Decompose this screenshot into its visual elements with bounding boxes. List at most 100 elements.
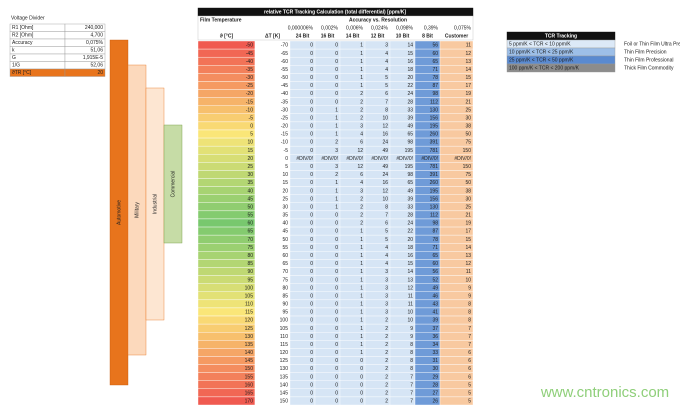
cell-value: 0 bbox=[335, 213, 338, 219]
cell-value: 34 bbox=[432, 342, 438, 348]
cell-value: 2 bbox=[385, 342, 388, 348]
cell-value: 0 bbox=[335, 358, 338, 364]
cell-value: 110 bbox=[245, 302, 253, 308]
cell-value: 16 bbox=[382, 180, 388, 186]
cell-value: 0 bbox=[310, 204, 313, 210]
cell-value: 24 bbox=[407, 91, 413, 97]
cell-value: 98 bbox=[432, 91, 438, 97]
cell-value: 85 bbox=[247, 261, 253, 267]
cell-value: 45 bbox=[247, 196, 253, 202]
cell-value: 4 bbox=[385, 253, 388, 259]
cell-value: 15 bbox=[247, 148, 253, 154]
cell-value: 195 bbox=[405, 164, 414, 170]
tracking-label: Foil or Thin Film Ultra Precision bbox=[624, 42, 680, 48]
cell-value: -5 bbox=[284, 148, 289, 154]
cell-value: 30 bbox=[432, 366, 438, 372]
divider-label: G bbox=[12, 55, 16, 61]
cell-value: 4 bbox=[360, 180, 363, 186]
cell-value: -5 bbox=[249, 115, 254, 121]
cell-value: 0 bbox=[310, 180, 313, 186]
cell-value: 3 bbox=[385, 302, 388, 308]
cell-value: 781 bbox=[430, 164, 439, 170]
range-label: Commercial bbox=[170, 171, 176, 198]
cell-value: 2 bbox=[360, 115, 363, 121]
cell-value: 25 bbox=[465, 204, 471, 210]
cell-value: -35 bbox=[246, 67, 253, 73]
cell-value: 0 bbox=[310, 124, 313, 130]
cell-value: 0 bbox=[310, 326, 313, 332]
table-cell bbox=[197, 186, 256, 195]
divider-label: R1 [Ohm] bbox=[12, 25, 34, 31]
cell-value: 19 bbox=[465, 221, 471, 227]
cell-value: 14 bbox=[465, 245, 471, 251]
column-header: Customer bbox=[445, 33, 468, 39]
cell-value: -40 bbox=[246, 59, 253, 65]
divider-value: 240,000 bbox=[85, 25, 103, 31]
cell-value: 1 bbox=[360, 318, 363, 324]
cell-value: 24 bbox=[407, 221, 413, 227]
cell-value: 38 bbox=[465, 124, 471, 130]
cell-value: 25 bbox=[247, 164, 253, 170]
cell-value: 160 bbox=[245, 382, 254, 388]
cell-value: 3 bbox=[385, 269, 388, 275]
cell-value: 0 bbox=[310, 302, 313, 308]
cell-value: 2 bbox=[385, 374, 388, 380]
cell-value: 95 bbox=[247, 277, 253, 283]
cell-value: 150 bbox=[463, 164, 472, 170]
range-label: Military bbox=[134, 202, 140, 218]
cell-value: 120 bbox=[280, 350, 289, 356]
cell-value: 0 bbox=[335, 91, 338, 97]
table-cell bbox=[197, 267, 256, 276]
cell-value: 60 bbox=[432, 51, 438, 57]
cell-value: 90 bbox=[247, 269, 253, 275]
cell-value: 80 bbox=[247, 253, 253, 259]
tracking-label: Thin Film Professional bbox=[624, 58, 673, 64]
cell-value: 0 bbox=[310, 196, 313, 202]
cell-value: #DIV/0! bbox=[454, 156, 471, 162]
cell-value: 0 bbox=[335, 350, 338, 356]
accuracy: 0,39% bbox=[424, 25, 439, 31]
cell-value: 2 bbox=[385, 350, 388, 356]
table-cell bbox=[197, 218, 256, 228]
cell-value: 130 bbox=[280, 366, 289, 372]
cell-value: 115 bbox=[280, 342, 288, 348]
tracking-title: TCR Tracking bbox=[545, 34, 577, 40]
cell-value: 8 bbox=[468, 318, 471, 324]
cell-value: 1 bbox=[360, 43, 363, 49]
range-bar bbox=[163, 124, 183, 244]
cell-value: 16 bbox=[407, 253, 413, 259]
cell-value: 6 bbox=[360, 172, 363, 178]
cell-value: 7 bbox=[468, 334, 471, 340]
cell-value: 112 bbox=[430, 213, 438, 219]
cell-value: 26 bbox=[432, 399, 438, 405]
cell-value: 33 bbox=[407, 107, 413, 113]
cell-value: 3 bbox=[385, 285, 388, 291]
cell-value: 3 bbox=[385, 293, 388, 299]
cell-value: 0 bbox=[335, 67, 338, 73]
column-header: 14 Bit bbox=[346, 33, 360, 39]
cell-value: 0 bbox=[335, 269, 338, 275]
cell-value: 1 bbox=[360, 350, 363, 356]
cell-value: -50 bbox=[246, 43, 253, 49]
cell-value: 0 bbox=[335, 245, 338, 251]
cell-value: 10 bbox=[407, 318, 413, 324]
cell-value: 75 bbox=[465, 140, 471, 146]
cell-value: 18 bbox=[407, 245, 413, 251]
accuracy: 0,002% bbox=[321, 25, 339, 31]
cell-value: 27 bbox=[432, 390, 438, 396]
cell-value: 98 bbox=[407, 140, 413, 146]
cell-value: 6 bbox=[468, 366, 471, 372]
cell-value: 98 bbox=[432, 221, 438, 227]
cell-value: 49 bbox=[382, 164, 388, 170]
cell-value: -45 bbox=[281, 83, 288, 89]
cell-value: 10 bbox=[282, 172, 288, 178]
cell-value: 260 bbox=[430, 180, 439, 186]
cell-value: 105 bbox=[245, 293, 254, 299]
cell-value: 12 bbox=[357, 164, 363, 170]
cell-value: 0 bbox=[335, 342, 338, 348]
cell-value: 80 bbox=[282, 285, 288, 291]
cell-value: 87 bbox=[432, 229, 438, 235]
cell-value: #DIV/0! bbox=[396, 156, 413, 162]
cell-value: 8 bbox=[410, 350, 413, 356]
cell-value: 2 bbox=[360, 213, 363, 219]
